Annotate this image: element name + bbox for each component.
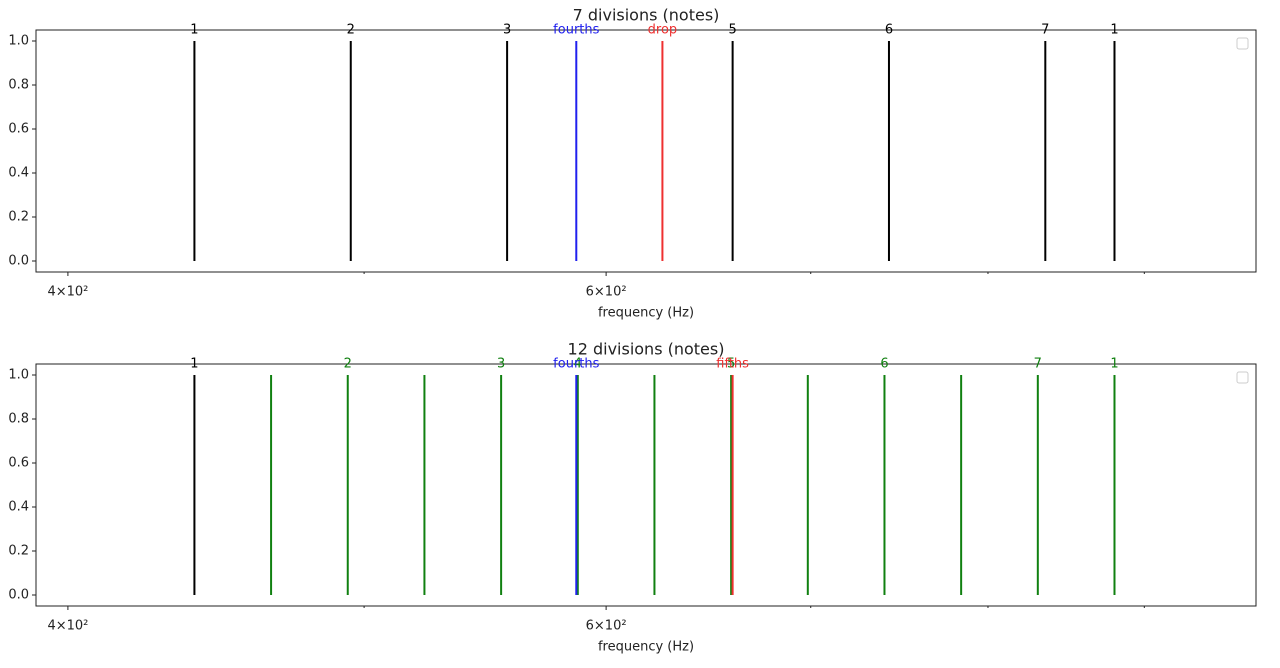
axes-frame xyxy=(35,29,1257,273)
vline-label: fourths xyxy=(553,23,599,38)
vline-label: 5 xyxy=(728,23,736,38)
vline-label: 1 xyxy=(1110,357,1118,372)
vline-label: 1 xyxy=(190,23,198,38)
y-tick-label: 0.8 xyxy=(8,78,29,93)
vline-label: 1 xyxy=(1110,23,1118,38)
x-tick-label: 6×10² xyxy=(586,285,627,300)
y-tick-label: 0.8 xyxy=(8,412,29,427)
chart-title: 7 divisions (notes) xyxy=(573,6,720,25)
vline-label: drop xyxy=(648,23,678,38)
y-tick-label: 1.0 xyxy=(8,368,29,383)
y-tick-label: 0.6 xyxy=(8,456,29,471)
vline-label: 3 xyxy=(503,23,511,38)
y-tick-label: 0.0 xyxy=(8,588,29,603)
x-tick-label: 4×10² xyxy=(47,285,88,300)
legend-box xyxy=(1236,37,1249,50)
y-tick-label: 0.4 xyxy=(8,500,29,515)
vline-label: 6 xyxy=(880,357,888,372)
x-axis-label: frequency (Hz) xyxy=(598,640,694,655)
vline-label: fifths xyxy=(716,357,749,372)
vline-label: 6 xyxy=(885,23,893,38)
vline-label: 7 xyxy=(1034,357,1042,372)
x-tick-label: 4×10² xyxy=(47,619,88,634)
vline-label: 1 xyxy=(190,357,198,372)
vline-label: 3 xyxy=(497,357,505,372)
y-tick-label: 1.0 xyxy=(8,34,29,49)
y-tick-label: 0.4 xyxy=(8,166,29,181)
vline-label: 7 xyxy=(1041,23,1049,38)
y-tick-label: 0.0 xyxy=(8,254,29,269)
vline-label: 2 xyxy=(344,357,352,372)
x-axis-label: frequency (Hz) xyxy=(598,306,694,321)
vline-label: 4 xyxy=(574,357,582,372)
y-tick-label: 0.2 xyxy=(8,210,29,225)
y-tick-label: 0.2 xyxy=(8,544,29,559)
legend-box xyxy=(1236,371,1249,384)
vline-label: 5 xyxy=(727,357,735,372)
chart-title: 12 divisions (notes) xyxy=(568,340,725,359)
vline-label: fourths xyxy=(553,357,599,372)
axes-frame xyxy=(35,363,1257,607)
vline-label: 2 xyxy=(347,23,355,38)
y-tick-label: 0.6 xyxy=(8,122,29,137)
x-tick-label: 6×10² xyxy=(586,619,627,634)
